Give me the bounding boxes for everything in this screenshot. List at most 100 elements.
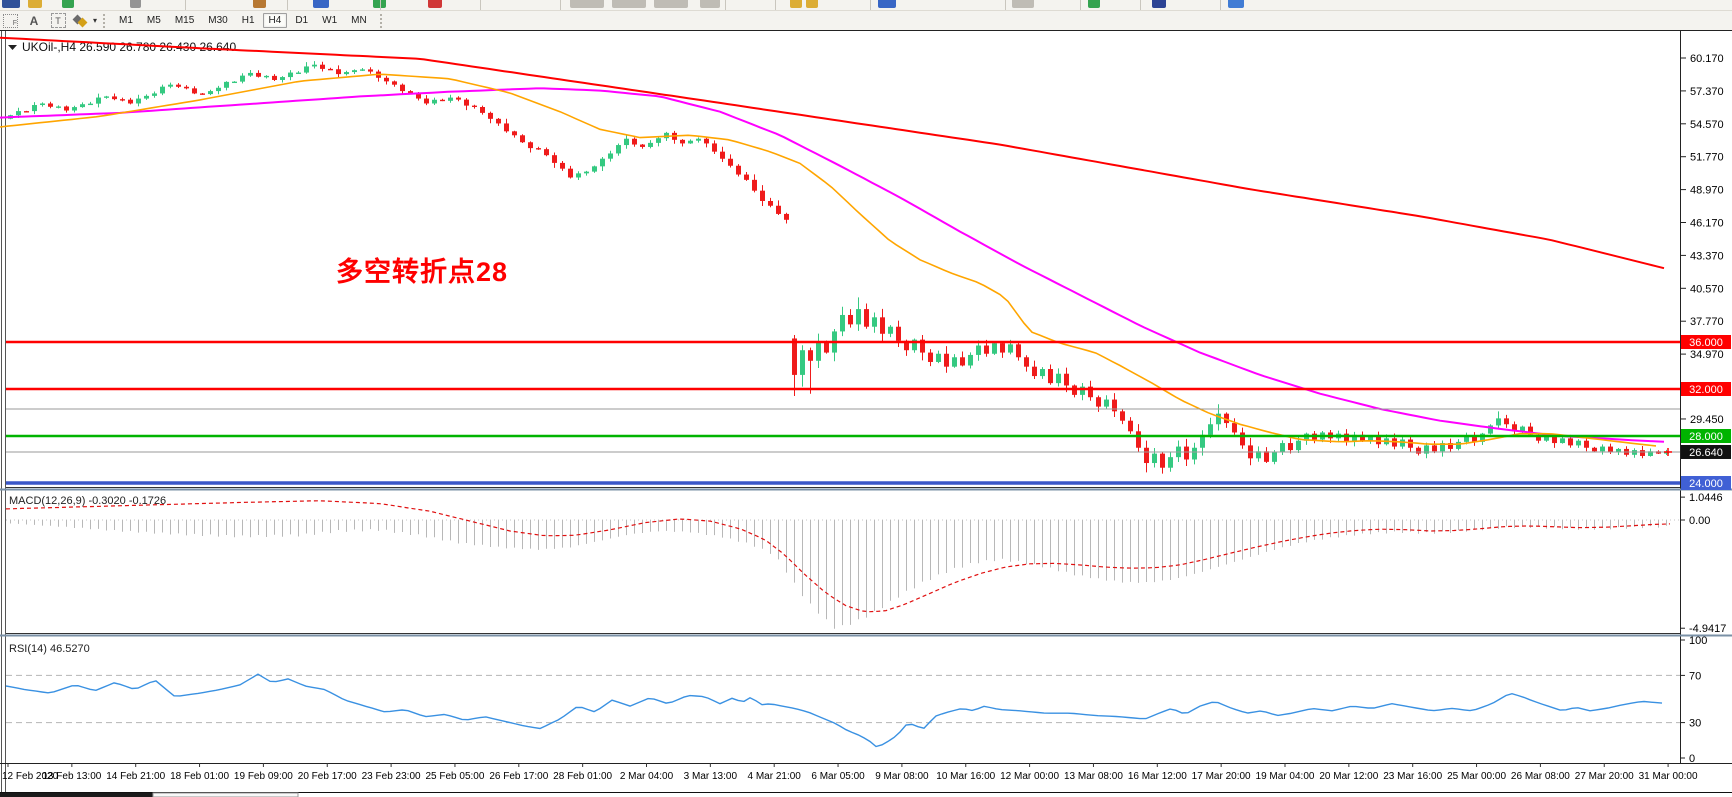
timeframe-button-m30[interactable]: M30 — [208, 15, 228, 26]
macd-panel — [5, 500, 1671, 629]
toolbar-icon-stub[interactable] — [1012, 0, 1034, 8]
svg-text:0.00: 0.00 — [1689, 515, 1710, 527]
chart-frame — [0, 30, 1732, 797]
rsi-label: RSI(14) 46.5270 — [9, 643, 90, 655]
svg-text:3 Mar 13:00: 3 Mar 13:00 — [684, 771, 738, 782]
toolbar-icon-stub[interactable] — [806, 0, 818, 8]
svg-text:13 Mar 08:00: 13 Mar 08:00 — [1064, 771, 1123, 782]
svg-text:29.450: 29.450 — [1690, 414, 1724, 426]
toolbar-separator — [380, 0, 381, 10]
text-label-icon[interactable]: A — [29, 13, 39, 28]
svg-text:34.970: 34.970 — [1690, 349, 1724, 361]
toolbar-icon-stub[interactable] — [700, 0, 720, 8]
svg-text:1.0446: 1.0446 — [1689, 492, 1723, 504]
timeframe-button-m1[interactable]: M1 — [119, 15, 133, 26]
toolbar-icon-stub[interactable] — [1088, 0, 1100, 8]
svg-text:20 Mar 12:00: 20 Mar 12:00 — [1319, 771, 1378, 782]
svg-text:16 Mar 12:00: 16 Mar 12:00 — [1128, 771, 1187, 782]
timeframe-button-d1[interactable]: D1 — [295, 15, 309, 26]
ma-slow-red — [0, 36, 1665, 270]
svg-text:46.170: 46.170 — [1690, 218, 1724, 230]
last-price-marker — [1664, 447, 1672, 456]
toolbar-separator — [1140, 0, 1141, 10]
svg-text:25 Mar 00:00: 25 Mar 00:00 — [1447, 771, 1506, 782]
svg-text:13 Feb 13:00: 13 Feb 13:00 — [42, 771, 101, 782]
candlesticks — [8, 61, 1669, 474]
macd-signal-line — [5, 500, 1671, 613]
svg-text:4 Mar 21:00: 4 Mar 21:00 — [748, 771, 802, 782]
rsi-panel — [5, 673, 1663, 748]
svg-text:54.570: 54.570 — [1690, 119, 1724, 131]
toolbar-icon-stub[interactable] — [2, 0, 20, 8]
timeframe-button-m5[interactable]: M5 — [146, 15, 161, 26]
svg-text:70: 70 — [1689, 670, 1701, 682]
toolbar-icon-stub[interactable] — [62, 0, 74, 8]
toolbar-separator — [725, 0, 726, 10]
svg-text:6 Mar 05:00: 6 Mar 05:00 — [811, 771, 865, 782]
timeframe-button-w1[interactable]: W1 — [322, 15, 338, 26]
chart-menu-icon[interactable] — [8, 45, 17, 50]
hscrollbar-track — [0, 793, 153, 797]
hscrollbar-thumb[interactable] — [152, 792, 299, 797]
toolbar-icon-stub[interactable] — [28, 0, 42, 8]
svg-text:30: 30 — [1689, 718, 1701, 730]
svg-text:2 Mar 04:00: 2 Mar 04:00 — [620, 771, 674, 782]
svg-text:27 Mar 20:00: 27 Mar 20:00 — [1575, 771, 1634, 782]
svg-text:51.770: 51.770 — [1690, 152, 1724, 164]
price-level-lines — [6, 340, 1680, 485]
svg-text:12 Feb 2020: 12 Feb 2020 — [2, 771, 59, 782]
toolbar-icon-stub[interactable] — [1152, 0, 1166, 8]
svg-text:19 Mar 04:00: 19 Mar 04:00 — [1256, 771, 1315, 782]
svg-text:14 Feb 21:00: 14 Feb 21:00 — [106, 771, 165, 782]
toolbar-icon-stub[interactable] — [790, 0, 802, 8]
line-studies-and-timeframes-toolbar: F A T ▾ M1 M5 M15 M30 H1 H4 D1 W1 MN — [0, 11, 1732, 30]
svg-text:28 Feb 01:00: 28 Feb 01:00 — [553, 771, 612, 782]
toolbar-separator — [1080, 0, 1081, 10]
toolbar-separator — [1005, 0, 1006, 10]
toolbar-icon-stub[interactable] — [878, 0, 896, 8]
macd-label: MACD(12,26,9) -0.3020 -0.1726 — [9, 495, 166, 507]
svg-text:23 Mar 16:00: 23 Mar 16:00 — [1383, 771, 1442, 782]
svg-text:9 Mar 08:00: 9 Mar 08:00 — [875, 771, 929, 782]
svg-text:60.170: 60.170 — [1690, 53, 1724, 65]
ma-fast-orange — [0, 73, 1657, 447]
toolbar-icon-stub[interactable] — [373, 0, 386, 8]
toolbar-icon-stub[interactable] — [612, 0, 646, 8]
timeframe-button-mn[interactable]: MN — [351, 15, 367, 26]
toolbar-icon-stub[interactable] — [130, 0, 141, 8]
ma-mid-magenta — [0, 87, 1665, 443]
moving-averages — [0, 36, 1665, 447]
svg-text:24.000: 24.000 — [1689, 478, 1723, 490]
timeframe-button-h4[interactable]: H4 — [262, 13, 288, 28]
svg-text:32.000: 32.000 — [1689, 384, 1723, 396]
toolbar-grip[interactable] — [103, 13, 106, 28]
main-toolbar-row — [0, 0, 1732, 11]
timeframe-button-m15[interactable]: M15 — [174, 15, 195, 26]
svg-text:28.000: 28.000 — [1689, 431, 1723, 443]
svg-text:26 Feb 17:00: 26 Feb 17:00 — [489, 771, 548, 782]
chart-title: UKOil-,H4 26.590 26.780 26.430 26.640 — [22, 40, 236, 54]
toolbar-icon-stub[interactable] — [313, 0, 329, 8]
annotation-text[interactable]: 多空转折点28 — [336, 256, 508, 287]
svg-text:31 Mar 00:00: 31 Mar 00:00 — [1639, 771, 1698, 782]
svg-text:37.770: 37.770 — [1690, 316, 1724, 328]
shapes-dropdown-icon[interactable]: ▾ — [93, 16, 98, 25]
toolbar-icon-stub[interactable] — [654, 0, 688, 8]
svg-text:36.000: 36.000 — [1689, 337, 1723, 349]
timeframe-button-h1[interactable]: H1 — [241, 15, 255, 26]
svg-text:26 Mar 08:00: 26 Mar 08:00 — [1511, 771, 1570, 782]
toolbar-icon-stub[interactable] — [1228, 0, 1244, 8]
fibonacci-grid-icon[interactable]: F — [3, 13, 18, 28]
svg-text:100: 100 — [1689, 635, 1707, 647]
svg-text:48.970: 48.970 — [1690, 185, 1724, 197]
svg-text:23 Feb 23:00: 23 Feb 23:00 — [362, 771, 421, 782]
toolbar-icon-stub[interactable] — [428, 0, 442, 8]
toolbar-icon-stub[interactable] — [253, 0, 266, 8]
text-box-icon[interactable]: T — [50, 13, 66, 28]
toolbar-separator — [1220, 0, 1221, 10]
price-axis[interactable]: 60.170 57.370 54.570 51.770 48.970 46.170 43.3… — [1680, 53, 1731, 765]
toolbar-icon-stub[interactable] — [570, 0, 604, 8]
svg-text:10 Mar 16:00: 10 Mar 16:00 — [936, 771, 995, 782]
